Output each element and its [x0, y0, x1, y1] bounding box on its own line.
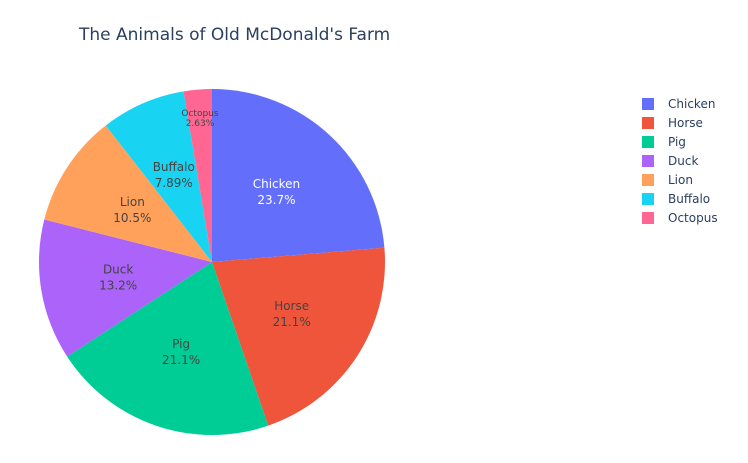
legend-label: Duck — [668, 154, 698, 168]
pie-slice-buffalo — [105, 91, 212, 262]
slice-label-name: Pig — [172, 337, 190, 351]
legend-item-horse[interactable]: Horse — [642, 116, 703, 130]
pie-slice-lion — [44, 125, 212, 262]
legend-item-octopus[interactable]: Octopus — [642, 211, 718, 225]
slice-label-name: Duck — [103, 263, 133, 277]
pie-slices — [39, 89, 386, 435]
legend-swatch — [642, 174, 654, 186]
slice-label-name: Chicken — [253, 177, 300, 191]
slice-label-percent: 10.5% — [113, 211, 151, 225]
slice-label-percent: 7.89% — [155, 176, 193, 190]
slice-label-percent: 21.1% — [273, 315, 311, 329]
pie-slice-chicken — [212, 89, 385, 262]
legend-label: Chicken — [668, 97, 715, 111]
slice-label-buffalo: Buffalo 7.89% — [153, 160, 195, 190]
legend-item-duck[interactable]: Duck — [642, 154, 698, 168]
legend-item-chicken[interactable]: Chicken — [642, 97, 715, 111]
legend-swatch — [642, 136, 654, 148]
legend-label: Octopus — [668, 211, 718, 225]
slice-label-duck: Duck 13.2% — [99, 263, 137, 293]
slice-label-chicken: Chicken 23.7% — [253, 177, 300, 207]
legend-label: Pig — [668, 135, 686, 149]
slice-label-name: Horse — [274, 299, 309, 313]
legend-swatch — [642, 212, 654, 224]
slice-label-octopus: Octopus 2.63% — [181, 109, 218, 129]
legend-label: Horse — [668, 116, 703, 130]
legend-swatch — [642, 117, 654, 129]
slice-label-percent: 13.2% — [99, 279, 137, 293]
pie-slice-horse — [212, 247, 386, 426]
pie-slice-pig — [67, 262, 269, 435]
slice-label-percent: 23.7% — [257, 193, 295, 207]
legend-swatch — [642, 155, 654, 167]
pie-slice-labels: Chicken 23.7% Horse 21.1% Pig 21.1% Duck 13.2% L… — [99, 109, 311, 367]
slice-label-pig: Pig 21.1% — [162, 337, 200, 367]
slice-label-percent: 21.1% — [162, 353, 200, 367]
legend: Chicken Horse Pig Duck Lion Buffalo Octopus — [642, 97, 718, 225]
legend-label: Lion — [668, 173, 693, 187]
slice-label-name: Lion — [120, 195, 145, 209]
slice-label-name: Buffalo — [153, 160, 195, 174]
legend-item-pig[interactable]: Pig — [642, 135, 686, 149]
slice-label-name: Octopus — [181, 109, 218, 119]
slice-label-horse: Horse 21.1% — [273, 299, 311, 329]
slice-label-lion: Lion 10.5% — [113, 195, 151, 225]
slice-label-percent: 2.63% — [186, 119, 215, 129]
legend-swatch — [642, 193, 654, 205]
legend-label: Buffalo — [668, 192, 710, 206]
legend-item-buffalo[interactable]: Buffalo — [642, 192, 710, 206]
legend-swatch — [642, 98, 654, 110]
pie-slice-duck — [39, 219, 212, 357]
chart-title: The Animals of Old McDonald's Farm — [78, 25, 390, 45]
legend-item-lion[interactable]: Lion — [642, 173, 693, 187]
pie-slice-octopus — [183, 89, 212, 262]
